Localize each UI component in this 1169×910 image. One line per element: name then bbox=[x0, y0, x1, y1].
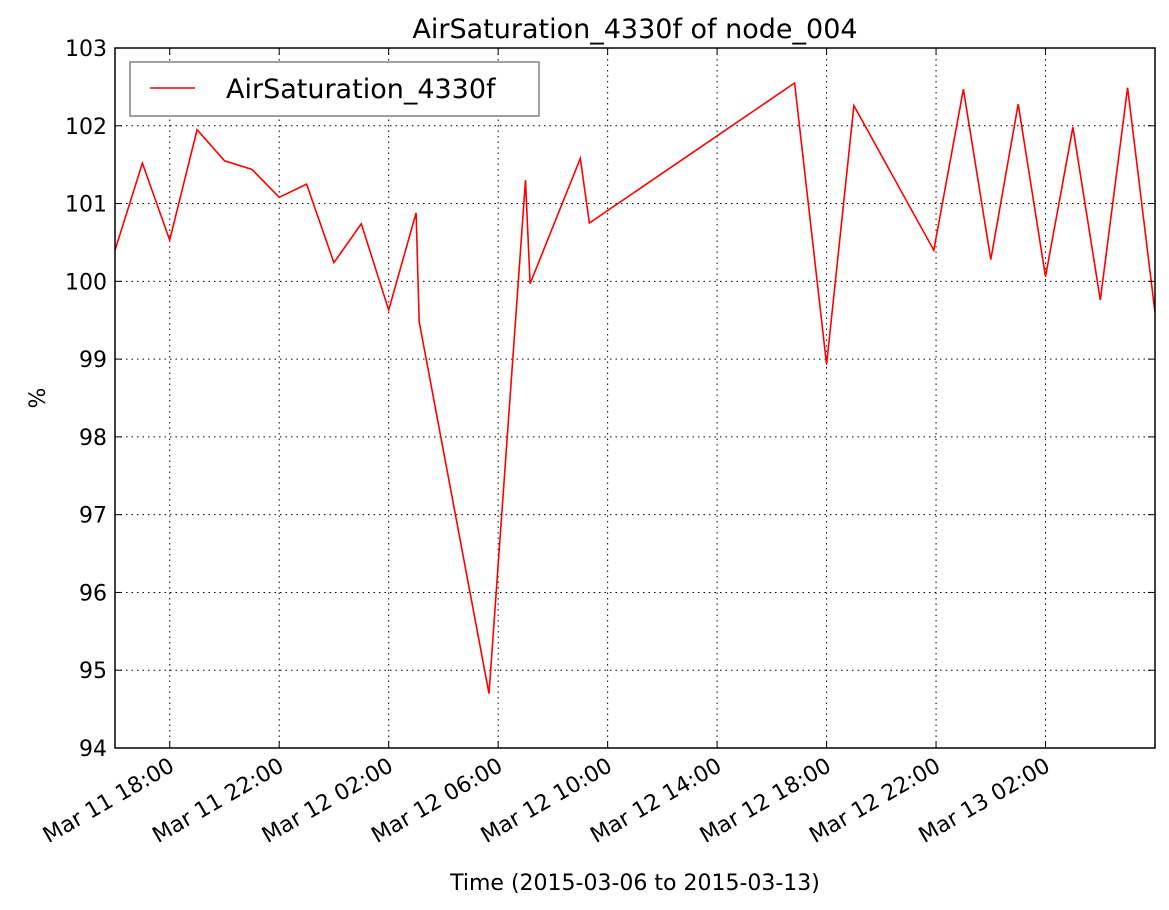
y-tick-label: 97 bbox=[79, 504, 107, 529]
legend: AirSaturation_4330f bbox=[129, 61, 540, 117]
y-tick-label: 96 bbox=[79, 581, 107, 606]
y-tick-label: 99 bbox=[79, 348, 107, 373]
y-axis-label: % bbox=[26, 388, 51, 409]
legend-entry-label: AirSaturation_4330f bbox=[226, 74, 497, 105]
y-tick-label: 100 bbox=[65, 270, 107, 295]
y-tick-label: 101 bbox=[65, 193, 107, 218]
series-line-airsaturation bbox=[114, 81, 1156, 694]
y-tick-label: 103 bbox=[65, 37, 107, 62]
y-tick-label: 102 bbox=[65, 115, 107, 140]
chart-title: AirSaturation_4330f of node_004 bbox=[412, 14, 857, 45]
axis-ticks bbox=[115, 47, 1155, 749]
y-tick-label: 94 bbox=[79, 737, 107, 762]
y-tick-labels: 94 95 96 97 98 99 100 101 102 103 bbox=[65, 37, 107, 762]
x-axis-label: Time (2015-03-06 to 2015-03-13) bbox=[449, 871, 820, 896]
y-tick-label: 98 bbox=[79, 426, 107, 451]
plot-area-frame bbox=[114, 47, 1156, 749]
series-line-layer bbox=[114, 81, 1156, 694]
grid-lines bbox=[115, 48, 1155, 748]
legend-frame bbox=[129, 61, 540, 117]
y-tick-label: 95 bbox=[79, 659, 107, 684]
